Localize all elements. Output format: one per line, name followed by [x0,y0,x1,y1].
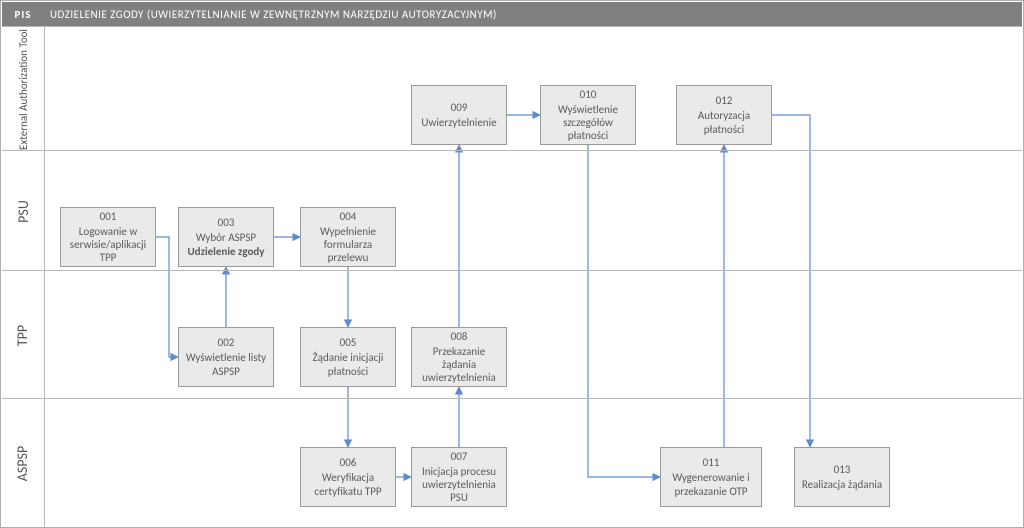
node-002: 002 Wyświetlenie listy ASPSP [178,327,274,387]
node-label: Inicjacja procesu uwierzytelnienia PSU [418,465,500,505]
node-number: 012 [716,94,733,107]
node-number: 008 [451,330,468,343]
node-011: 011 Wygenerowanie i przekazanie OTP [660,447,762,507]
node-number: 005 [340,336,357,349]
node-012: 012 Autoryzacja płatności [676,85,772,145]
lane-ext: External Authorization Tool [2,26,1022,151]
node-label: Wyświetlenie szczegółów płatności [547,103,629,143]
node-label: Żądanie inicjacji płatności [307,351,389,377]
node-label: Wygenerowanie i przekazanie OTP [667,471,755,497]
node-number: 006 [340,456,357,469]
lanes-container: External Authorization ToolPSUTPPASPSP 00… [2,26,1022,526]
title-text: UDZIELENIE ZGODY (UWIERZYTELNIANIE W ZEW… [44,8,497,21]
node-004: 004 Wypełnienie formularza przelewu [300,207,396,267]
lane-label-tpp: TPP [2,271,45,399]
lane-tpp: TPP [2,270,1022,399]
title-tag: PIS [2,8,44,21]
swimlane-diagram: PIS UDZIELENIE ZGODY (UWIERZYTELNIANIE W… [0,0,1024,528]
lane-label-ext: External Authorization Tool [2,27,45,151]
node-number: 013 [834,463,851,476]
node-006: 006 Weryfikacja certyfikatu TPP [300,447,396,507]
node-number: 010 [580,88,597,101]
lane-label-aspsp: ASPSP [2,399,45,527]
node-number: 004 [340,210,357,223]
title-bar: PIS UDZIELENIE ZGODY (UWIERZYTELNIANIE W… [2,2,1022,26]
node-number: 011 [703,456,720,469]
node-number: 001 [100,210,117,223]
node-007: 007 Inicjacja procesu uwierzytelnienia PS… [411,447,507,507]
lane-label-psu: PSU [2,151,45,271]
node-label: Wyświetlenie listy ASPSP [185,351,267,377]
node-number: 003 [218,216,235,229]
node-005: 005 Żądanie inicjacji płatności [300,327,396,387]
node-label: Autoryzacja płatności [683,109,765,135]
node-003: 003 Wybór ASPSP Udzielenie zgody [178,207,274,267]
node-label: Weryfikacja certyfikatu TPP [307,471,389,497]
node-label: Przekazanie żądania uwierzytelnienia [418,345,500,385]
node-label: Uwierzytelnienie [421,116,496,129]
node-label: Logowanie w serwisie/aplikacji TPP [67,225,149,265]
node-number: 007 [451,450,468,463]
node-009: 009 Uwierzytelnienie [411,85,507,145]
node-number: 002 [218,336,235,349]
node-008: 008 Przekazanie żądania uwierzytelnienia [411,327,507,387]
node-010: 010 Wyświetlenie szczegółów płatności [540,85,636,145]
node-label: Wypełnienie formularza przelewu [307,225,389,265]
node-001: 001 Logowanie w serwisie/aplikacji TPP [60,207,156,267]
node-013: 013 Realizacja żądania [794,447,890,507]
node-label: Wybór ASPSP Udzielenie zgody [185,231,267,257]
node-label: Realizacja żądania [802,478,882,491]
node-number: 009 [451,101,468,114]
